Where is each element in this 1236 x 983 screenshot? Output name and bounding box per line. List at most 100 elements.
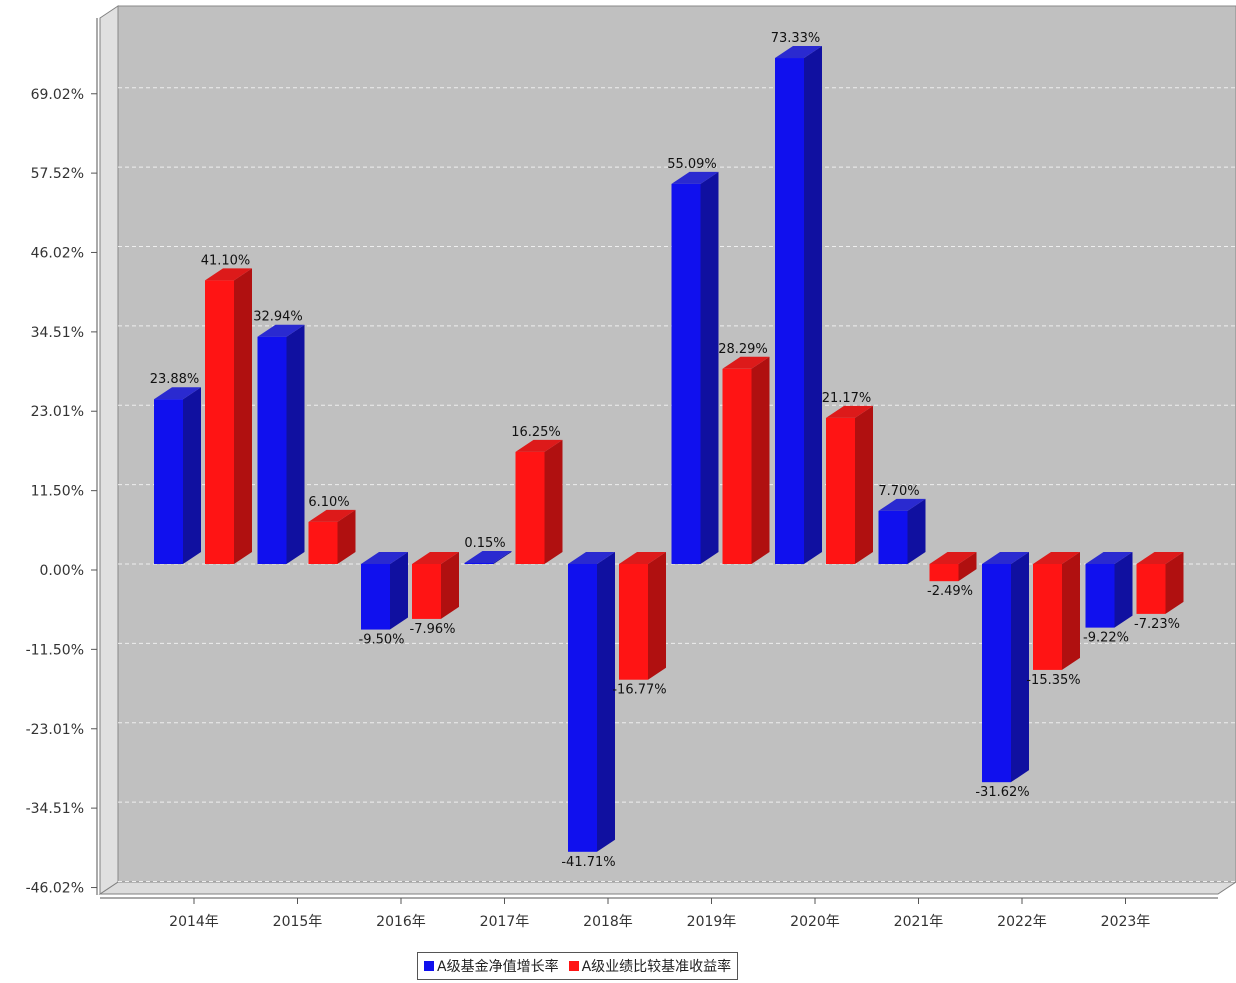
bar-top — [568, 552, 615, 564]
x-tick-label: 2014年 — [169, 914, 219, 930]
bar-series-2-7 — [929, 552, 977, 582]
bar-top — [515, 439, 563, 452]
bar-front — [568, 564, 597, 852]
bar-front — [826, 417, 855, 564]
plot-floor — [98, 881, 1236, 895]
bar-side — [544, 439, 563, 564]
bar-front — [205, 280, 234, 564]
bar-side — [1062, 552, 1080, 670]
bar-top — [361, 552, 408, 564]
bar-front — [722, 368, 752, 564]
data-label-series-1: 0.15% — [464, 536, 505, 551]
data-label-series-2: -16.77% — [612, 683, 666, 698]
bar-front — [257, 336, 287, 564]
bar-series-1-7 — [878, 498, 926, 564]
bar-series-2-9 — [1136, 552, 1184, 614]
bar-front — [1136, 564, 1166, 614]
bar-series-1-5 — [671, 171, 719, 564]
legend-swatch-series-2 — [568, 961, 579, 971]
y-tick-label: 69.02% — [31, 87, 84, 103]
bar-top — [257, 324, 305, 337]
data-label-series-1: -9.22% — [1083, 631, 1129, 646]
bar-side — [1165, 552, 1184, 614]
data-label-series-2: 21.17% — [822, 391, 872, 406]
bar-series-2-0 — [205, 268, 252, 564]
data-label-series-2: -15.35% — [1026, 673, 1080, 688]
bar-top — [619, 552, 666, 564]
y-tick-label: 11.50% — [31, 484, 84, 500]
bar-front — [361, 564, 390, 630]
bar-front — [308, 521, 338, 564]
bar-top — [982, 552, 1029, 564]
data-label-series-1: 7.70% — [878, 484, 919, 499]
x-tick-label: 2023年 — [1101, 914, 1151, 930]
data-label-series-2: -2.49% — [927, 584, 973, 599]
bar-series-1-9 — [1085, 552, 1133, 628]
bar-top — [308, 509, 356, 522]
x-tick-label: 2017年 — [480, 914, 530, 930]
bar-top — [1033, 552, 1080, 564]
data-label-series-1: 73.33% — [771, 31, 821, 46]
data-label-series-2: -7.23% — [1134, 617, 1180, 632]
bar-top — [205, 268, 252, 281]
bar-top — [826, 405, 873, 418]
bar-side — [493, 550, 512, 564]
bar-side — [700, 171, 719, 564]
bar-top — [775, 46, 822, 59]
bar-series-1-8 — [982, 552, 1029, 783]
bar-front — [878, 510, 908, 564]
bar-top — [412, 552, 459, 564]
bar-series-2-1 — [308, 509, 356, 564]
bar-front — [929, 564, 959, 582]
bar-side — [183, 387, 201, 564]
bar-series-2-8 — [1033, 552, 1080, 670]
x-tick-label: 2016年 — [376, 914, 426, 930]
bar-top — [722, 356, 770, 369]
legend-item-series-1: A级基金净值增长率 — [424, 956, 559, 976]
bar-series-1-6 — [775, 46, 822, 564]
bar-front — [775, 58, 804, 564]
y-tick-label: -11.50% — [26, 642, 84, 658]
legend-item-series-2: A级业绩比较基准收益率 — [568, 956, 731, 976]
bar-series-2-5 — [722, 356, 770, 564]
data-label-series-1: 23.88% — [150, 372, 200, 387]
bar-series-2-4 — [619, 552, 666, 680]
legend-label-series-1: A级基金净值增长率 — [437, 959, 559, 975]
bar-series-1-0 — [154, 387, 201, 564]
x-tick-label: 2021年 — [894, 914, 944, 930]
bar-side — [648, 552, 666, 680]
bar-side — [907, 498, 926, 564]
bar-side — [234, 268, 252, 564]
bar-front — [412, 564, 441, 619]
y-tick-label: 23.01% — [31, 404, 84, 420]
bar-top — [671, 171, 719, 184]
bar-side — [441, 552, 459, 619]
bar-top — [1136, 552, 1184, 564]
bar-front — [619, 564, 648, 680]
bar-chart: 69.02% 57.52% 46.02% 34.51% 23.01% 11.50% 0.00… — [26, 5, 1236, 930]
y-tick-label: 0.00% — [40, 563, 84, 579]
bar-front — [1033, 564, 1062, 670]
x-tick-label: 2015年 — [273, 914, 323, 930]
bar-side — [751, 356, 770, 564]
x-tick-label: 2020年 — [790, 914, 840, 930]
y-tick-label: -23.01% — [26, 722, 84, 738]
bar-top — [1085, 552, 1133, 564]
bar-side — [597, 552, 615, 852]
data-label-series-2: 28.29% — [718, 342, 768, 357]
bar-side — [958, 552, 977, 582]
y-tick-label: 34.51% — [31, 325, 84, 341]
bar-series-1-3 — [464, 550, 512, 564]
bars — [154, 46, 1184, 852]
bar-series-1-2 — [361, 552, 408, 630]
bar-side — [855, 405, 873, 564]
bar-front — [154, 399, 183, 564]
data-label-series-2: -7.96% — [410, 622, 456, 637]
y-tick-label: 46.02% — [31, 245, 84, 261]
bar-top — [878, 498, 926, 511]
data-labels: 23.88% 32.94% -9.50% 0.15% -41.71% 55.09% 73.3… — [150, 31, 1180, 870]
x-tick-label: 2019年 — [687, 914, 737, 930]
bar-front — [515, 451, 545, 564]
y-axis: 69.02% 57.52% 46.02% 34.51% 23.01% 11.50% 0.00… — [26, 18, 98, 897]
y-tick-label: 57.52% — [31, 166, 84, 182]
